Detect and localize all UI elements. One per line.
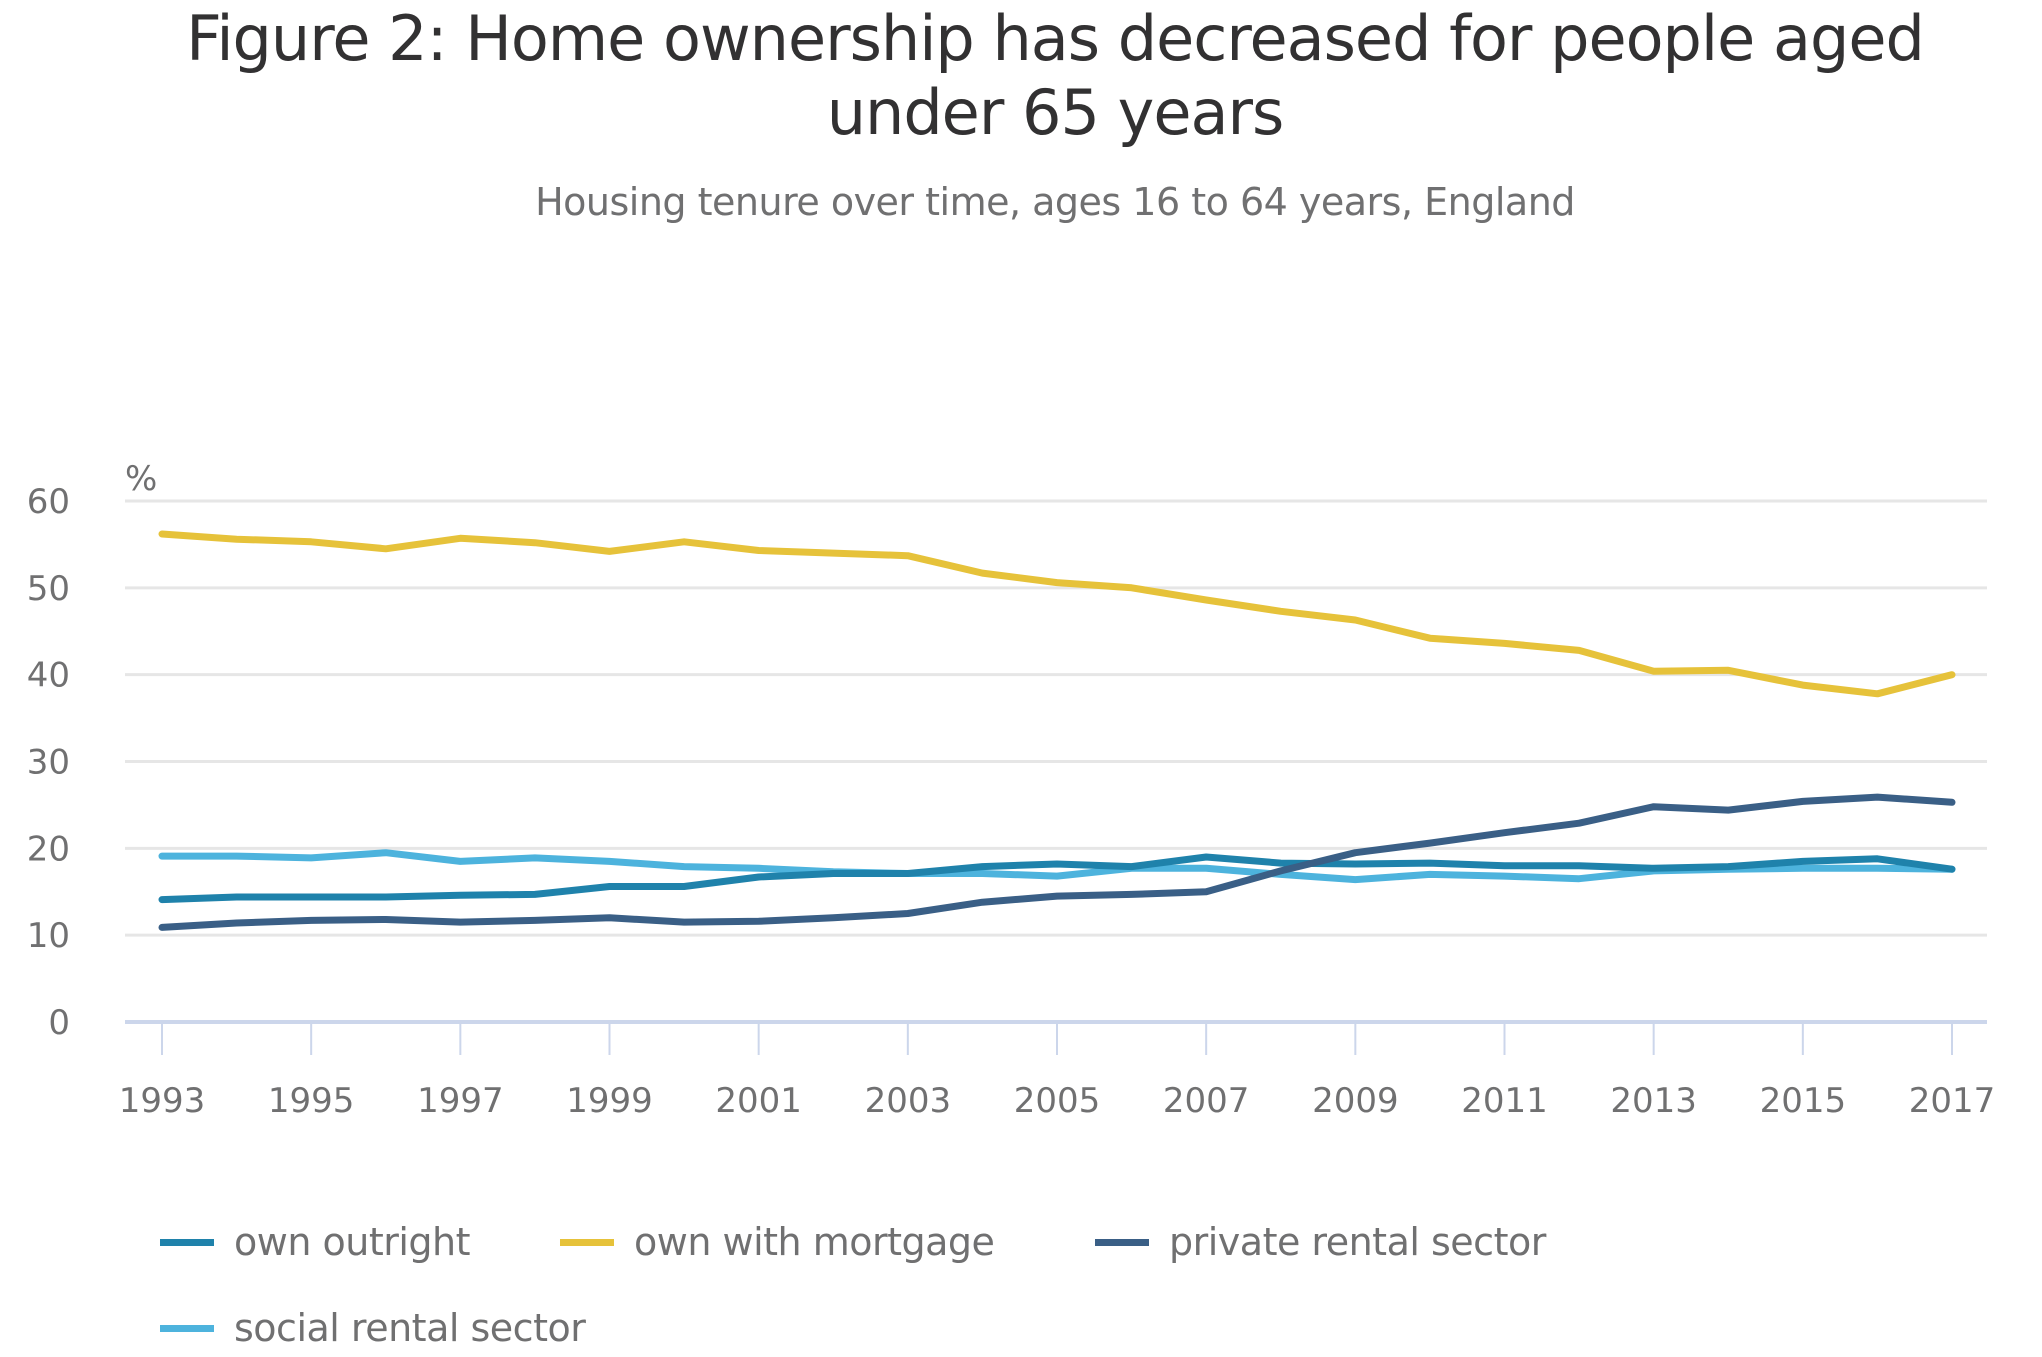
y-axis: 0 10 20 30 40 50 60 <box>27 482 70 1043</box>
y-tick-label: 50 <box>27 569 70 609</box>
series-line-own-outright[interactable] <box>158 853 1956 904</box>
series-line-own-with-mortgage[interactable] <box>158 530 1956 698</box>
legend-label: social rental sector <box>234 1306 586 1350</box>
legend-swatch-icon <box>160 1238 214 1246</box>
series-line-private-rental-sector[interactable] <box>158 793 1956 931</box>
x-tick-label: 2017 <box>1909 1081 1996 1121</box>
chart-title-line-2: under 65 years <box>826 76 1285 149</box>
y-tick-label: 60 <box>27 482 70 522</box>
chart-title: Figure 2: Home ownership has decreased f… <box>0 2 2042 150</box>
legend-swatch-icon <box>1095 1238 1149 1246</box>
x-tick-label: 2015 <box>1760 1081 1847 1121</box>
legend-item-private-rental-sector[interactable]: private rental sector <box>1095 1220 1546 1264</box>
legend-label: own with mortgage <box>634 1220 995 1264</box>
x-tick-label: 2009 <box>1312 1081 1399 1121</box>
x-tick-label: 1999 <box>566 1081 653 1121</box>
x-tick-label: 1993 <box>119 1081 206 1121</box>
y-tick-label: 20 <box>27 829 70 869</box>
x-tick-label: 2001 <box>715 1081 802 1121</box>
x-tick-label: 2007 <box>1163 1081 1250 1121</box>
x-tick-label: 1997 <box>417 1081 504 1121</box>
chart-subtitle: Housing tenure over time, ages 16 to 64 … <box>535 180 1575 224</box>
legend-swatch-icon <box>560 1238 614 1246</box>
x-tick-label: 2003 <box>865 1081 952 1121</box>
x-tick-label: 2013 <box>1610 1081 1697 1121</box>
x-axis: 1993 1995 1997 1999 2001 2003 2005 2007 2009 2011… <box>119 1020 1996 1121</box>
legend-swatch-icon <box>160 1324 214 1332</box>
legend-item-own-with-mortgage[interactable]: own with mortgage <box>560 1220 995 1264</box>
legend-item-own-outright[interactable]: own outright <box>160 1220 471 1264</box>
series-lines <box>158 530 1956 931</box>
gridlines <box>125 499 1987 937</box>
y-axis-unit-label: % <box>125 459 157 499</box>
legend-label: private rental sector <box>1169 1220 1546 1264</box>
x-tick-label: 1995 <box>268 1081 355 1121</box>
legend-item-social-rental-sector[interactable]: social rental sector <box>160 1306 586 1350</box>
x-tick-label: 2005 <box>1014 1081 1101 1121</box>
y-tick-label: 40 <box>27 656 70 696</box>
chart-title-line-1: Figure 2: Home ownership has decreased f… <box>186 2 1925 75</box>
legend-label: own outright <box>234 1220 471 1264</box>
x-tick-label: 2011 <box>1461 1081 1548 1121</box>
y-tick-label: 30 <box>27 743 70 783</box>
y-tick-label: 10 <box>27 916 70 956</box>
y-tick-label: 0 <box>48 1003 70 1043</box>
